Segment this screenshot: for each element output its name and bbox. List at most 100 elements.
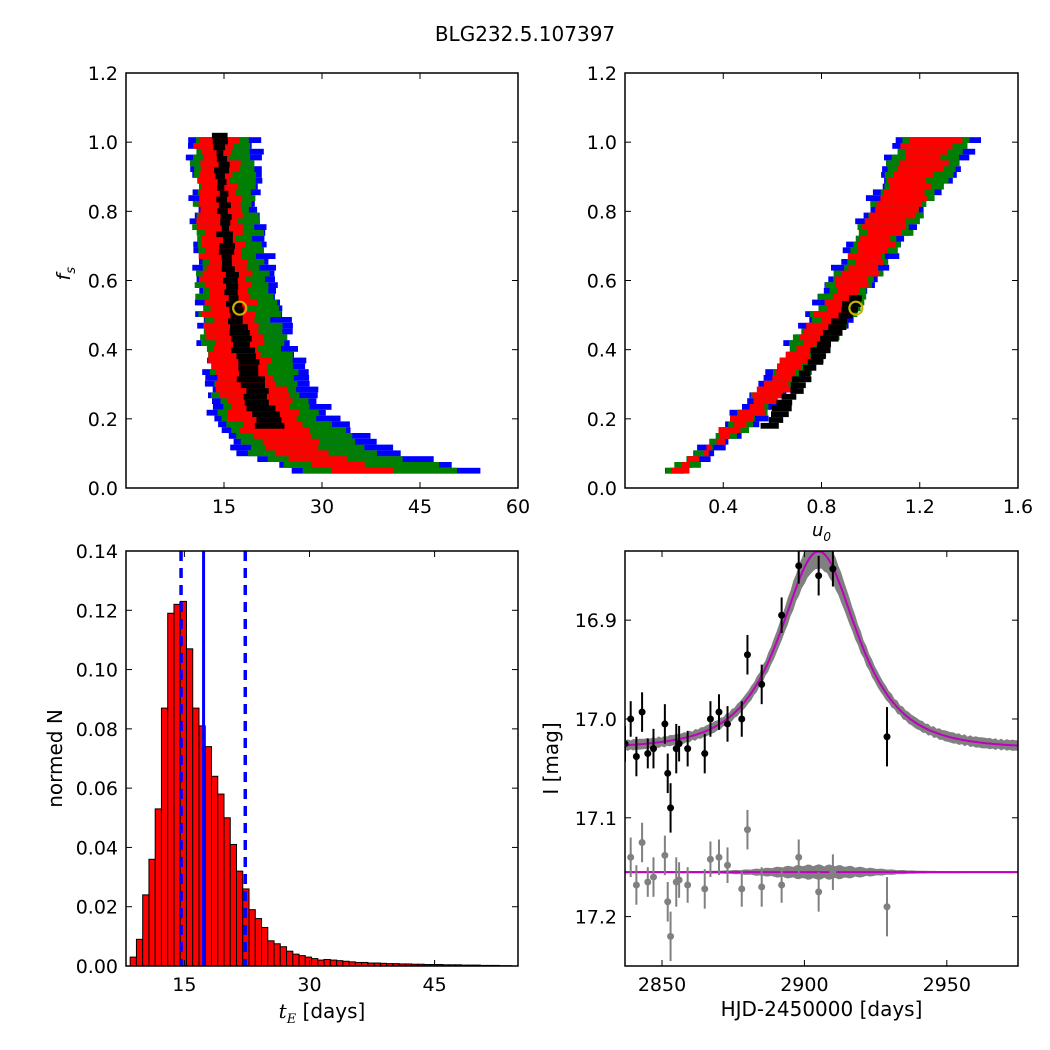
heatmap-cell — [312, 462, 365, 468]
heatmap-cell — [779, 357, 813, 364]
heatmap-cell — [807, 359, 824, 365]
heatmap-cell — [214, 167, 230, 174]
data-point — [738, 715, 746, 723]
heatmap-cell — [816, 341, 831, 348]
x-tick-label: 0.4 — [708, 496, 738, 518]
model-curve — [625, 551, 1018, 747]
histogram-bar — [311, 958, 319, 967]
y-tick-label: 0.2 — [587, 409, 617, 431]
heatmap-cell — [752, 392, 783, 399]
heatmap-cell — [216, 156, 228, 162]
heatmap-cell — [888, 177, 927, 184]
heatmap-cell — [201, 311, 256, 317]
heatmap-cell — [252, 411, 280, 418]
heatmap-cell — [230, 324, 248, 330]
heatmap-cell — [828, 324, 847, 330]
x-axis-label: u0 — [812, 520, 831, 544]
heatmap-cell — [832, 293, 858, 300]
heatmap-cell — [905, 148, 947, 155]
data-point — [664, 769, 672, 777]
data-points — [625, 551, 891, 833]
residual-point — [743, 826, 751, 834]
heatmap-cell — [671, 467, 690, 474]
heatmap-cell — [855, 259, 884, 265]
heatmap-cell — [233, 341, 250, 348]
residual-point — [795, 853, 803, 861]
data-point — [667, 804, 675, 812]
heatmap-cell — [225, 272, 239, 278]
residual-point — [627, 853, 635, 861]
data-point — [829, 565, 837, 573]
heatmap-cell — [897, 166, 944, 172]
y-tick-label: 0.04 — [76, 837, 118, 859]
residual-point — [644, 878, 652, 886]
histogram-bar — [185, 648, 194, 967]
heatmap-cell — [864, 218, 906, 225]
y-axis-label: fs — [53, 267, 79, 281]
heatmap-cell — [216, 150, 224, 156]
heatmap-cell — [823, 330, 843, 336]
data-point — [815, 572, 823, 580]
data-point — [632, 753, 640, 761]
heatmap-cell — [820, 335, 839, 342]
heatmap-cell — [771, 405, 792, 412]
heatmap-cell — [716, 438, 726, 445]
x-tick-label: 2950 — [923, 974, 971, 996]
heatmap-cell — [803, 364, 817, 371]
heatmap-cell — [694, 450, 708, 457]
heatmap-cell — [213, 144, 226, 151]
y-tick-label: 0.4 — [88, 340, 118, 362]
histogram-bar — [217, 793, 225, 967]
y-axis-label-main: f — [53, 271, 75, 281]
heatmap-cell — [216, 196, 228, 203]
y-axis-label-sub: s — [64, 267, 79, 274]
heatmap-cell — [781, 393, 797, 400]
histogram-bar — [204, 746, 212, 967]
x-tick-label: 15 — [172, 974, 196, 996]
heatmap-cell — [838, 312, 853, 319]
histogram-bar — [154, 808, 162, 967]
heatmap-cell — [218, 248, 235, 255]
data-point — [743, 651, 751, 659]
heatmap-cell — [218, 202, 231, 209]
heatmap-cell — [734, 421, 747, 428]
histogram-bar — [323, 958, 331, 967]
panel-fs-vs-u0: 0.0 0.2 0.4 0.6 0.8 1.0 1.2 0.4 0.8 1.2 1.6 u0 — [587, 63, 1033, 544]
heatmap-cell — [240, 427, 310, 433]
heatmap-cell — [223, 277, 238, 284]
y-tick-label: 0.6 — [88, 271, 118, 293]
histogram-bar — [279, 946, 288, 967]
heatmap-cell — [899, 160, 949, 167]
heatmap-cell — [814, 311, 848, 317]
heatmap-cell — [810, 353, 826, 360]
axes-frame — [125, 72, 519, 489]
heatmap-cell — [254, 422, 285, 429]
y-tick-label: 0.4 — [587, 340, 617, 362]
heatmap-cell — [777, 363, 802, 370]
histogram-bar — [236, 870, 244, 967]
heatmap-cell — [212, 138, 228, 145]
histogram-bar — [192, 707, 200, 967]
data-point — [684, 745, 692, 753]
heatmap-cell — [837, 288, 860, 294]
heatmap-cell — [198, 253, 241, 259]
y-tick-label: 0.06 — [76, 778, 118, 800]
data-point — [638, 708, 646, 716]
y-tick-label: 0.14 — [76, 541, 118, 563]
heatmap-cell — [848, 264, 878, 271]
y-tick-label: 0.00 — [76, 956, 118, 978]
heatmap-cell — [806, 322, 840, 329]
heatmap-cell — [776, 369, 796, 375]
x-tick-label: 1.6 — [1003, 496, 1033, 518]
heatmap-cell — [719, 433, 730, 439]
residual-point — [684, 881, 692, 889]
heatmap-cell — [730, 415, 754, 422]
residual-point — [667, 932, 675, 940]
heatmap-cell — [197, 177, 230, 184]
residual-point — [632, 881, 640, 889]
heatmap-cell — [798, 370, 811, 377]
heatmap-cell — [238, 364, 259, 371]
heatmap-cell — [862, 224, 907, 230]
heatmap-cell — [803, 340, 827, 346]
heatmap-cell — [831, 318, 847, 325]
